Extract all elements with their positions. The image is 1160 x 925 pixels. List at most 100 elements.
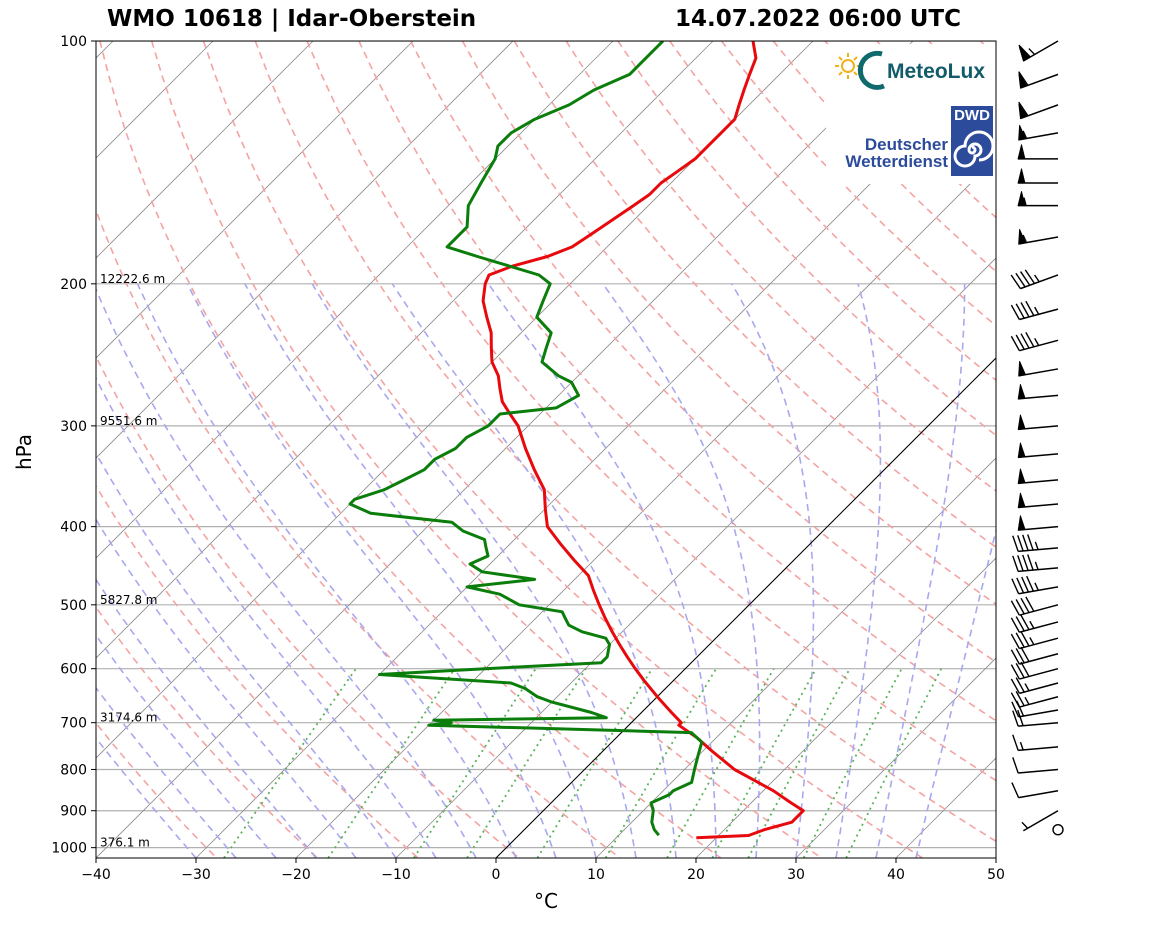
- barb-pennant: [1017, 144, 1026, 160]
- barb-half-flag: [1034, 541, 1039, 550]
- wind-barb: [1021, 810, 1059, 832]
- dewpoint-profile: [348, 41, 704, 837]
- barb-pennant: [1018, 124, 1027, 141]
- wind-barb: [1017, 168, 1058, 184]
- barb-half-flag: [1024, 683, 1030, 692]
- wind-barb: [1012, 709, 1059, 727]
- dry-adiabat-line: [461, 41, 996, 606]
- mixing-ratio-line: [536, 668, 653, 858]
- barb-staff: [1019, 667, 1059, 680]
- barb-flag: [1010, 335, 1020, 352]
- mixing-ratio-line: [327, 668, 456, 858]
- plot-frame: [95, 40, 997, 859]
- barb-flag: [1015, 691, 1025, 707]
- barb-staff: [1019, 653, 1059, 665]
- dry-adiabat-line: [979, 41, 996, 58]
- barb-flag: [1012, 555, 1019, 572]
- barb-half-flag: [1034, 582, 1039, 591]
- isotherm-line: [96, 41, 614, 559]
- barb-flag: [1017, 709, 1024, 726]
- x-tick-label: 30: [787, 867, 805, 883]
- x-tick-label: −20: [281, 867, 311, 883]
- barb-staff: [1018, 567, 1059, 573]
- wind-barb: [1011, 700, 1059, 718]
- dry-adiabat-line: [358, 41, 996, 722]
- moist-adiabat-line: [487, 283, 717, 858]
- barb-pennant: [1017, 468, 1026, 484]
- barb-flag: [1020, 631, 1030, 647]
- barb-flag: [1022, 534, 1029, 551]
- barb-half-flag: [1023, 197, 1027, 206]
- barb-flag: [1010, 617, 1020, 633]
- moist-adiabat-line: [244, 283, 597, 858]
- height-label: 3174.6 m: [100, 711, 158, 725]
- x-tick-label: 10: [587, 867, 605, 883]
- barb-flag: [1012, 710, 1019, 727]
- barb-flag: [1012, 757, 1019, 774]
- barb-flag: [1025, 332, 1035, 348]
- wind-barb: [1018, 101, 1059, 120]
- dwd-badge: DWD: [951, 106, 993, 176]
- height-label: 5827.8 m: [100, 593, 158, 607]
- barb-flag: [1018, 71, 1029, 86]
- wind-barb: [1017, 468, 1059, 485]
- y-tick-label: 800: [60, 762, 87, 778]
- y-tick-label: 500: [60, 598, 87, 614]
- dwd-badge-text: DWD: [954, 107, 990, 124]
- mixing-ratio-line: [845, 668, 943, 858]
- barb-flag: [1018, 44, 1031, 58]
- wind-barb: [1010, 661, 1059, 680]
- y-axis-label: hPa: [12, 434, 36, 470]
- barb-half-flag: [1021, 821, 1029, 829]
- moist-adiabat-line: [915, 527, 996, 858]
- barb-staff: [1018, 721, 1059, 727]
- isotherm-line: [96, 41, 514, 459]
- barb-flag: [1020, 333, 1030, 349]
- height-label: 12222.6 m: [100, 272, 165, 286]
- wind-barb: [1017, 515, 1059, 531]
- barb-pennant: [1018, 360, 1027, 377]
- moist-adiabat-line: [96, 451, 397, 858]
- barb-flag: [1027, 554, 1034, 571]
- mixing-ratio-line: [466, 668, 587, 858]
- dry-adiabat-line: [96, 605, 319, 858]
- barb-flag: [1025, 300, 1035, 316]
- chart-title-station: WMO 10618 | Idar-Oberstein: [107, 6, 477, 32]
- mixing-ratio-line: [223, 668, 357, 858]
- barb-flag: [1017, 555, 1024, 572]
- wind-barb: [1017, 384, 1059, 400]
- dry-adiabat-line: [96, 721, 218, 858]
- barb-flag: [1019, 271, 1031, 286]
- barb-flag: [1015, 616, 1025, 632]
- barb-staff: [1018, 547, 1059, 553]
- wind-barb: [1018, 360, 1059, 377]
- y-tick-label: 900: [60, 804, 87, 820]
- x-tick-label: 50: [987, 867, 1005, 883]
- barb-flag: [1015, 648, 1025, 664]
- dwd-logo: DWD Deutscher Wetterdienst: [832, 106, 994, 178]
- barb-staff: [1019, 637, 1059, 650]
- wind-barb: [1010, 596, 1059, 616]
- wind-barb: [1010, 631, 1059, 650]
- barb-pennant: [1017, 191, 1026, 207]
- moist-adiabat-line: [96, 287, 477, 858]
- barb-flag: [1020, 614, 1030, 631]
- isotherm-line: [96, 41, 414, 359]
- x-axis-label: °C: [534, 889, 558, 913]
- wind-barb: [1018, 40, 1059, 62]
- meteolux-wordmark: MeteoLux: [887, 60, 986, 83]
- isotherm-line: [96, 41, 714, 659]
- moist-adiabat-line: [311, 283, 637, 858]
- barb-flag: [1015, 272, 1026, 288]
- moist-adiabat-line: [96, 736, 197, 858]
- barb-half-flag: [1034, 274, 1040, 283]
- wind-barb: [1012, 734, 1059, 752]
- mixing-ratio-line: [747, 668, 851, 858]
- barb-half-flag: [1024, 696, 1030, 705]
- x-tick-label: 20: [687, 867, 705, 883]
- moist-adiabat-line: [96, 518, 357, 858]
- moist-adiabat-line: [96, 376, 437, 858]
- height-label: 376.1 m: [100, 836, 150, 850]
- barb-half-flag: [1019, 741, 1024, 751]
- height-label: 9551.6 m: [100, 414, 158, 428]
